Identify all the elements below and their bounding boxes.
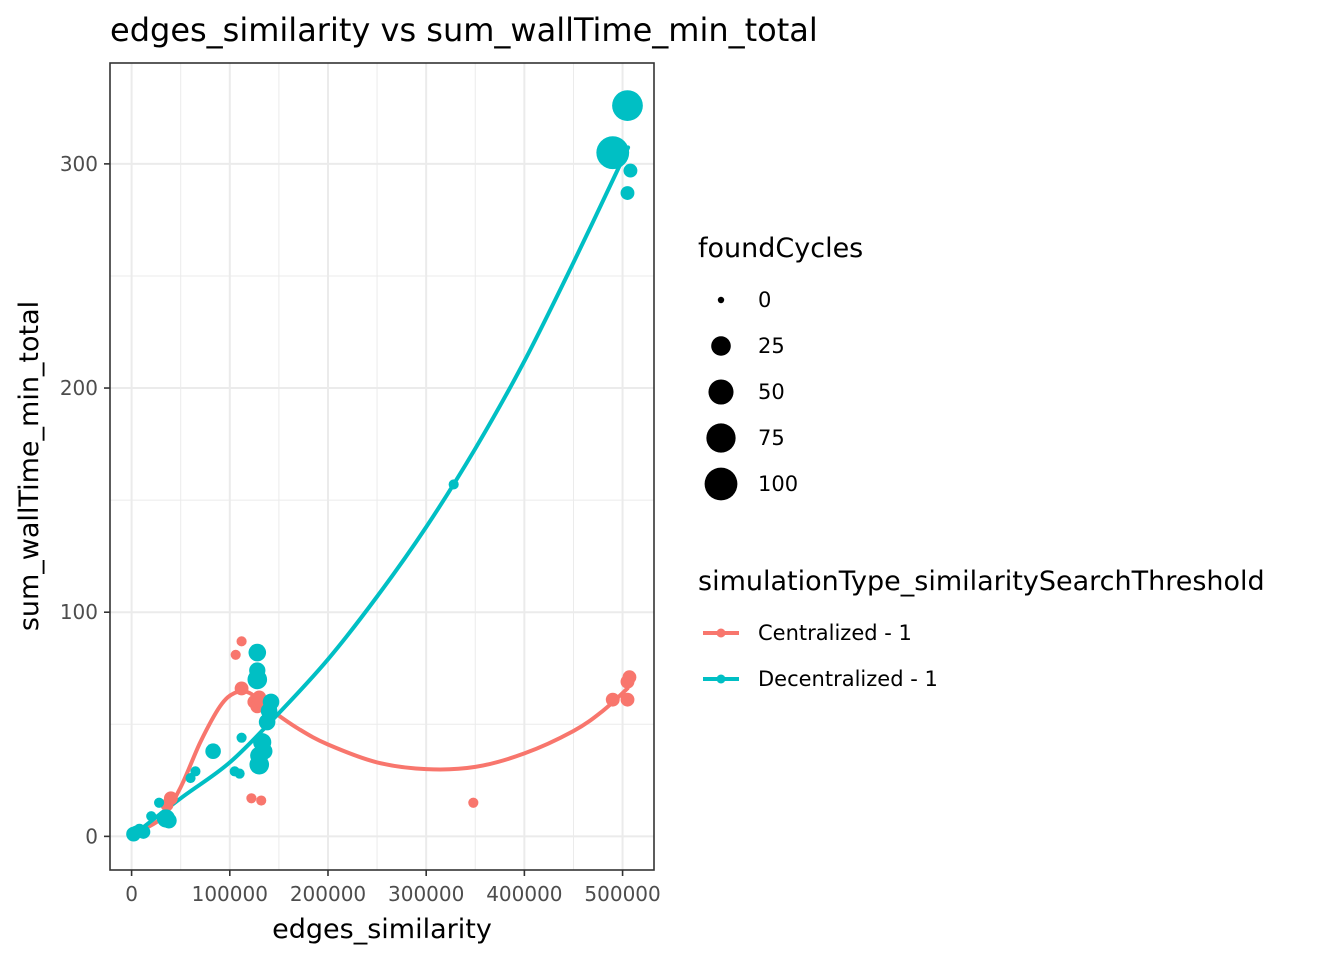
data-point (622, 670, 637, 685)
size-legend-key (704, 467, 738, 501)
data-point (234, 768, 245, 779)
plot-panel (110, 63, 654, 870)
size-legend-key (717, 296, 725, 304)
data-point (596, 136, 630, 170)
data-point (468, 797, 479, 808)
data-point (256, 795, 267, 806)
trend-lines (129, 145, 631, 839)
data-point (247, 669, 268, 690)
x-tick-label: 300000 (388, 882, 464, 906)
data-point (236, 636, 247, 647)
trend-line (129, 686, 630, 837)
y-tick-label: 200 (60, 376, 98, 400)
data-point (136, 824, 151, 839)
data-point (620, 692, 635, 707)
x-tick-label: 0 (125, 882, 138, 906)
size-legend-key (708, 379, 734, 405)
color-legend-label: Centralized - 1 (758, 621, 912, 645)
size-legend-key (706, 423, 736, 453)
data-point (205, 743, 221, 759)
color-legend-title: simulationType_similaritySearchThreshold (698, 566, 1265, 597)
data-point (230, 649, 241, 660)
y-axis-title: sum_wallTime_min_total (14, 301, 45, 631)
data-point (262, 693, 280, 711)
x-tick-label: 100000 (192, 882, 268, 906)
x-tick-label: 500000 (584, 882, 660, 906)
x-tick-label: 200000 (290, 882, 366, 906)
color-legend-label: Decentralized - 1 (758, 667, 938, 691)
size-legend-key (711, 336, 731, 356)
size-legend: foundCycles 0 25 50 75 100 (698, 233, 863, 501)
chart-title: edges_similarity vs sum_wallTime_min_tot… (110, 11, 818, 49)
color-legend: simulationType_similaritySearchThreshold… (698, 566, 1265, 691)
axis-ticks: 0 100000 200000 300000 400000 500000 0 100 200 30… (60, 152, 661, 906)
color-legend-dot (716, 628, 726, 638)
size-legend-label: 50 (758, 380, 785, 404)
y-tick-label: 100 (60, 600, 98, 624)
data-point (255, 742, 273, 760)
size-legend-label: 0 (758, 288, 771, 312)
data-point (605, 692, 620, 707)
data-points (126, 90, 643, 842)
grid-lines (110, 63, 654, 870)
data-point (612, 90, 643, 121)
data-point (236, 732, 247, 743)
data-point (161, 812, 177, 829)
x-axis-title: edges_similarity (272, 914, 492, 945)
color-legend-dot (716, 674, 726, 684)
size-legend-label: 25 (758, 334, 785, 358)
data-point (154, 797, 165, 808)
data-point (623, 163, 638, 178)
trend-line (129, 145, 631, 839)
y-tick-label: 300 (60, 152, 98, 176)
plot-border (109, 62, 655, 871)
y-tick-label: 0 (85, 824, 98, 848)
data-point (190, 766, 201, 777)
size-legend-label: 75 (758, 426, 785, 450)
data-point (246, 793, 257, 804)
data-point (248, 643, 267, 662)
data-point (448, 479, 459, 490)
data-point (234, 681, 249, 696)
size-legend-title: foundCycles (698, 233, 863, 264)
x-tick-label: 400000 (486, 882, 562, 906)
data-point (620, 186, 635, 200)
size-legend-label: 100 (758, 472, 798, 496)
data-point (146, 811, 157, 822)
